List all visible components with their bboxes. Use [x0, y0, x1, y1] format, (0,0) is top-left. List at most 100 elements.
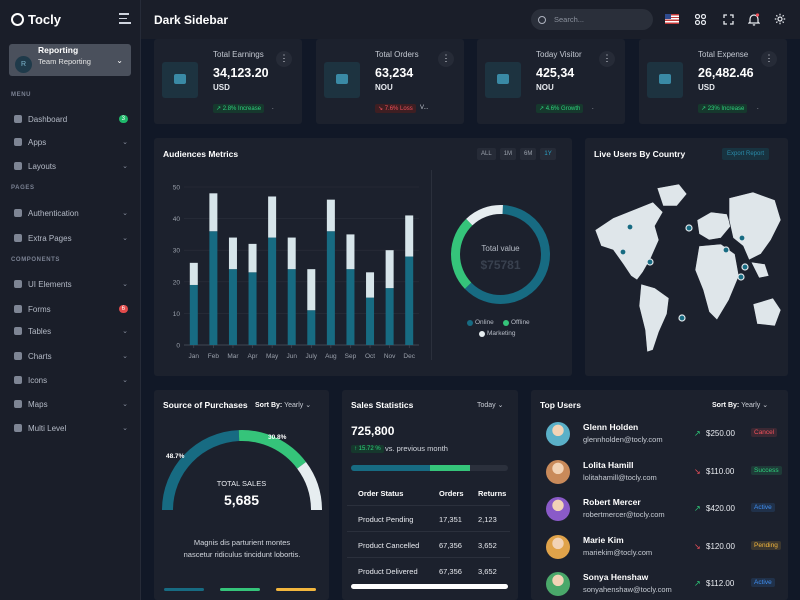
search-input[interactable] [554, 15, 644, 24]
sidebar-item-extra-pages[interactable]: Extra Pages ⌄ [14, 231, 132, 245]
bell-icon[interactable] [747, 12, 761, 26]
nav-icon [14, 162, 22, 170]
table-scrollbar[interactable] [351, 584, 508, 589]
sidebar-item-forms[interactable]: Forms 6 [14, 302, 132, 316]
stat-value: 425,34 [536, 66, 575, 80]
chevron-down-icon: ⌄ [122, 425, 128, 432]
donut-slice-offline [451, 218, 473, 289]
more-options-icon[interactable]: ⋮ [276, 51, 292, 67]
user-row[interactable]: Robert Mercer robertmercer@tocly.com ↗ $420… [546, 494, 786, 524]
user-row[interactable]: Marie Kim mariekim@tocly.com ↘ $120.00 Pendi… [546, 532, 786, 562]
chevron-down-icon: ⌄ [122, 210, 128, 217]
x-tick-label: Aug [325, 353, 337, 360]
bar-offline [326, 199, 335, 232]
y-tick-label: 0 [176, 343, 180, 350]
stat-badge: ↘ 7.6% Loss [375, 104, 416, 113]
sales-change-badge: ↑ 15.72 % [351, 445, 384, 453]
sidebar-item-label: UI Elements [28, 279, 72, 289]
export-report-button[interactable]: Export Report [722, 148, 770, 160]
filter-6m[interactable]: 6M [520, 148, 537, 160]
x-tick-label: July [306, 353, 318, 360]
menu-toggle-icon[interactable] [119, 13, 131, 24]
bar-offline [307, 269, 316, 311]
settings-gear-icon[interactable] [773, 12, 787, 26]
brand-logo[interactable]: Tocly [11, 12, 61, 27]
nav-icon [14, 424, 22, 432]
bar-online [307, 310, 316, 345]
bar-offline [346, 234, 355, 270]
stat-badge: ↗ 2.8% Increase [213, 104, 265, 113]
bar-offline [228, 237, 237, 270]
purchases-sort-dropdown[interactable]: Sort By: Yearly ⌄ [255, 402, 312, 409]
user-row[interactable]: Sonya Henshaw sonyahenshaw@tocly.com ↗ $112… [546, 569, 786, 599]
us-flag-icon[interactable] [665, 14, 679, 24]
search-box[interactable] [531, 9, 653, 30]
apps-grid-icon[interactable] [693, 12, 707, 26]
sidebar-item-multi-level[interactable]: Multi Level ⌄ [14, 421, 132, 435]
total-sales-value: 5,685 [223, 492, 260, 508]
stat-badge: ↗ 4.6% Growth [536, 104, 584, 113]
bar-online [248, 272, 257, 345]
status-badge: Pending [751, 540, 781, 550]
chevron-down-icon: ⌄ [122, 163, 128, 170]
profile-subtitle: Team Reporting [38, 57, 91, 66]
live-users-title: Live Users By Country [594, 149, 686, 159]
legend-online: Online [467, 319, 494, 326]
sidebar-item-tables[interactable]: Tables ⌄ [14, 324, 132, 338]
y-tick-label: 30 [173, 248, 181, 255]
x-tick-label: Nov [384, 353, 396, 360]
sidebar-item-dashboard[interactable]: Dashboard 3 [14, 112, 132, 126]
table-row-returns: 3,652 [478, 567, 497, 576]
topbar [141, 0, 800, 39]
user-email: lolitahamill@tocly.com [583, 472, 657, 482]
bar-offline [287, 237, 296, 270]
sidebar-item-apps[interactable]: Apps ⌄ [14, 135, 132, 149]
stat-unit: USD [698, 83, 715, 92]
bar-online [189, 284, 198, 345]
bar-online [366, 297, 375, 345]
sidebar-item-authentication[interactable]: Authentication ⌄ [14, 206, 132, 220]
header-orders: Orders [439, 489, 464, 498]
total-value-amount: $75781 [480, 258, 521, 272]
stat-value: 63,234 [375, 66, 414, 80]
profile-switcher[interactable]: R Reporting Team Reporting ⌄ [9, 44, 131, 76]
filter-1m[interactable]: 1M [499, 148, 517, 160]
top-users-card [531, 390, 788, 600]
more-options-icon[interactable]: ⋮ [438, 51, 454, 67]
sidebar-item-maps[interactable]: Maps ⌄ [14, 397, 132, 411]
purchases-bar-a [164, 588, 204, 591]
x-tick-label: Feb [208, 353, 220, 360]
section-menu: MENU [11, 92, 32, 98]
stat-title: Total Earnings [213, 50, 264, 59]
sales-title: Sales Statistics [351, 400, 414, 410]
bar-offline [209, 193, 218, 232]
avatar: R [15, 55, 32, 73]
sidebar-item-label: Layouts [28, 161, 57, 171]
sidebar-item-icons[interactable]: Icons ⌄ [14, 373, 132, 387]
filter-1y[interactable]: 1Y [540, 148, 556, 160]
fullscreen-icon[interactable] [721, 12, 735, 26]
purchases-bar-c [276, 588, 316, 591]
more-options-icon[interactable]: ⋮ [599, 51, 615, 67]
x-tick-label: Mar [227, 353, 239, 360]
filter-all[interactable]: ALL [477, 148, 496, 160]
audiences-bar-chart: 0 10 20 30 40 50 Jan Feb Mar Apr May Jun July Aug Sep O… [173, 185, 419, 360]
user-row[interactable]: Glenn Holden glennholden@tocly.com ↗ $250.0… [546, 419, 786, 449]
purchases-label-b: 30.8% [268, 434, 287, 441]
table-row-label: Product Pending [358, 515, 414, 524]
chevron-down-icon: ⌄ [122, 235, 128, 242]
user-email: glennholden@tocly.com [583, 435, 663, 444]
status-badge: Success [751, 465, 782, 475]
user-row[interactable]: Lolita Hamill lolitahamill@tocly.com ↘ $110… [546, 457, 786, 487]
sidebar-item-charts[interactable]: Charts ⌄ [14, 349, 132, 363]
sidebar-item-layouts[interactable]: Layouts ⌄ [14, 159, 132, 173]
more-options-icon[interactable]: ⋮ [761, 51, 777, 67]
trend-up-icon: ↗ [694, 579, 701, 588]
sidebar-item-ui-elements[interactable]: UI Elements ⌄ [14, 277, 132, 291]
avatar [546, 534, 570, 559]
brand-name: Tocly [28, 12, 61, 27]
legend-marketing: Marketing [479, 330, 516, 337]
top-users-sort-dropdown[interactable]: Sort By: Yearly ⌄ [712, 402, 769, 409]
stat-icon [324, 62, 360, 98]
sales-period-dropdown[interactable]: Today ⌄ [477, 402, 504, 409]
